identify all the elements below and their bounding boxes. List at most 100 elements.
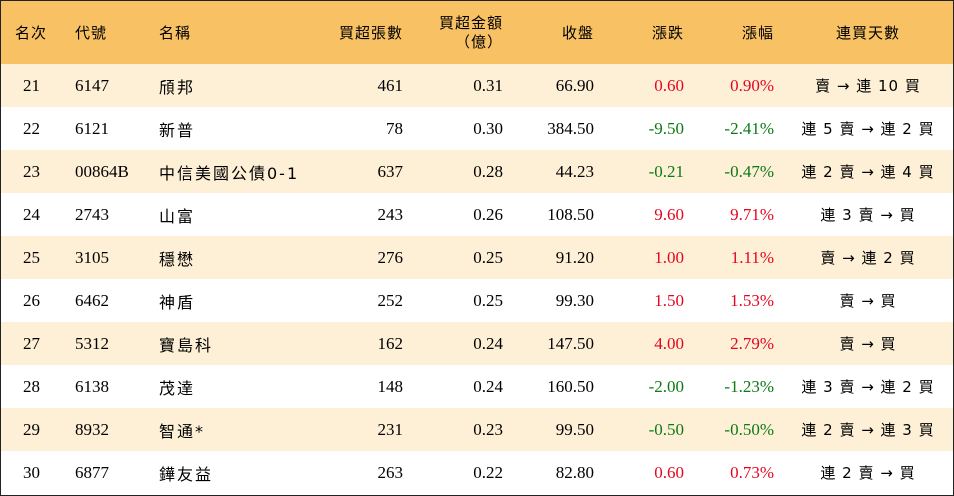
cell-net-buy-amount: 0.28 [473,161,503,181]
cell-streak: 賣 → 連 2 買 [820,249,916,267]
cell-close: 91.20 [555,247,594,267]
table-row: 27 5312 寶島科 162 0.24 147.50 4.00 2.79% 賣 → 買 [1,322,953,365]
cell-change-pct: 0.90% [730,75,774,95]
cell-change: 0.60 [654,75,684,95]
cell-name: 山富 [159,206,196,226]
cell-rank: 29 [23,419,40,439]
cell-streak: 連 2 賣 → 連 4 買 [801,163,935,181]
cell-rank: 23 [23,161,40,181]
cell-net-buy-amount: 0.24 [473,376,503,396]
table-header: 名次 代號 名稱 買超張數 買超金額 （億） 收盤 漲跌 漲幅 連買天數 [1,1,953,64]
cell-close: 160.50 [547,376,594,396]
cell-streak: 連 5 賣 → 連 2 買 [801,120,935,138]
cell-streak: 連 3 賣 → 買 [820,206,916,224]
cell-net-buy-amount: 0.31 [473,75,503,95]
cell-net-buy-amount: 0.26 [473,204,503,224]
cell-net-buy-lots: 276 [377,247,404,267]
cell-change: -0.21 [648,161,684,181]
cell-code: 3105 [75,247,109,267]
cell-code: 6147 [75,75,109,95]
cell-code: 6138 [75,376,109,396]
cell-change-pct: 1.53% [730,290,774,310]
cell-name: 鏵友益 [159,464,214,484]
table-row: 29 8932 智通* 231 0.23 99.50 -0.50 -0.50% 連 2 賣 → … [1,408,953,451]
cell-code: 2743 [75,204,109,224]
cell-net-buy-lots: 461 [377,75,404,95]
cell-net-buy-lots: 243 [377,204,404,224]
cell-rank: 26 [23,290,40,310]
cell-code: 00864B [75,161,129,181]
table-row: 28 6138 茂達 148 0.24 160.50 -2.00 -1.23% 連 3 賣 → … [1,365,953,408]
cell-rank: 27 [23,333,40,353]
cell-change: 4.00 [654,333,684,353]
cell-streak: 連 2 賣 → 買 [820,464,916,482]
cell-close: 44.23 [555,161,594,181]
cell-code: 6121 [75,118,109,138]
table-row: 24 2743 山富 243 0.26 108.50 9.60 9.71% 連 3 賣 → 買 [1,193,953,236]
cell-change: -0.50 [648,419,684,439]
header-net-buy-amount-label: 買超金額 [438,13,503,32]
cell-close: 82.80 [555,462,594,482]
cell-change: 1.50 [654,290,684,310]
cell-net-buy-lots: 78 [386,118,403,138]
header-streak: 連買天數 [835,24,900,42]
cell-rank: 24 [23,204,40,224]
cell-change: -2.00 [648,376,684,396]
header-net-buy-amount: 買超金額 （億） [411,1,503,64]
cell-streak: 賣 → 連 10 買 [815,77,921,95]
cell-net-buy-amount: 0.22 [473,462,503,482]
cell-close: 99.30 [555,290,594,310]
cell-change: -9.50 [648,118,684,138]
cell-name: 頎邦 [159,77,196,97]
cell-net-buy-amount: 0.25 [473,290,503,310]
cell-net-buy-lots: 148 [377,376,404,396]
cell-net-buy-lots: 263 [377,462,404,482]
cell-close: 108.50 [547,204,594,224]
cell-name: 中信美國公債0-1 [159,163,300,183]
table-row: 21 6147 頎邦 461 0.31 66.90 0.60 0.90% 賣 → 連 10 買 [1,64,953,107]
cell-net-buy-lots: 162 [377,333,404,353]
cell-name: 智通* [159,421,206,441]
cell-streak: 賣 → 買 [839,292,897,310]
cell-net-buy-lots: 637 [377,161,404,181]
table-row: 25 3105 穩懋 276 0.25 91.20 1.00 1.11% 賣 → 連 2 買 [1,236,953,279]
cell-streak: 賣 → 買 [839,335,897,353]
cell-change-pct: 2.79% [730,333,774,353]
table-row: 26 6462 神盾 252 0.25 99.30 1.50 1.53% 賣 → 買 [1,279,953,322]
cell-change: 1.00 [654,247,684,267]
cell-code: 6462 [75,290,109,310]
cell-close: 384.50 [547,118,594,138]
cell-close: 147.50 [547,333,594,353]
cell-code: 6877 [75,462,109,482]
cell-net-buy-amount: 0.23 [473,419,503,439]
header-change: 漲跌 [651,24,684,42]
header-code: 代號 [75,24,108,42]
cell-change-pct: -0.47% [724,161,774,181]
cell-code: 5312 [75,333,109,353]
cell-net-buy-amount: 0.24 [473,333,503,353]
header-change-pct: 漲幅 [741,24,774,42]
cell-net-buy-amount: 0.30 [473,118,503,138]
cell-streak: 連 2 賣 → 連 3 買 [801,421,935,439]
header-close: 收盤 [561,24,594,42]
cell-change-pct: 9.71% [730,204,774,224]
cell-rank: 21 [23,75,40,95]
cell-close: 99.50 [555,419,594,439]
table-row: 30 6877 鏵友益 263 0.22 82.80 0.60 0.73% 連 2 賣 → 買 [1,451,953,494]
header-rank: 名次 [15,24,48,42]
cell-rank: 30 [23,462,40,482]
table-row: 23 00864B 中信美國公債0-1 637 0.28 44.23 -0.21 -0.47%… [1,150,953,193]
cell-change-pct: 1.11% [730,247,774,267]
cell-net-buy-lots: 252 [377,290,404,310]
cell-change-pct: 0.73% [730,462,774,482]
header-net-buy-lots: 買超張數 [338,24,403,42]
cell-change: 0.60 [654,462,684,482]
cell-net-buy-amount: 0.25 [473,247,503,267]
cell-streak: 連 3 賣 → 連 2 買 [801,378,935,396]
cell-name: 穩懋 [159,249,196,269]
cell-change-pct: -0.50% [724,419,774,439]
cell-rank: 25 [23,247,40,267]
cell-code: 8932 [75,419,109,439]
cell-name: 茂達 [159,378,196,398]
